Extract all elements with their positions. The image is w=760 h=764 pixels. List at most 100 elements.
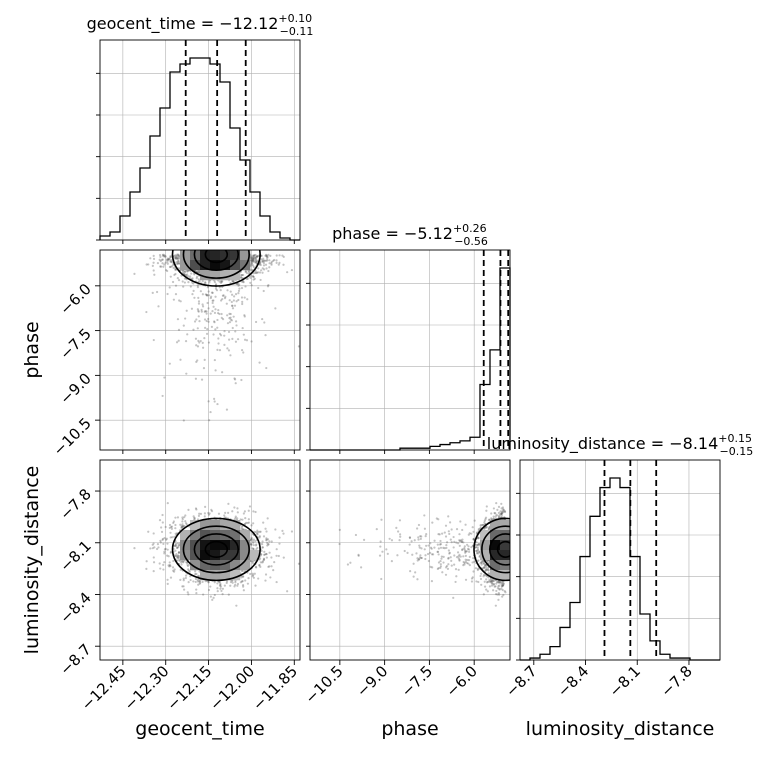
sample-point — [241, 300, 244, 303]
histogram-frame-phase — [309, 249, 511, 451]
sample-point — [418, 558, 421, 561]
sample-point — [200, 310, 203, 313]
sample-point — [186, 270, 189, 273]
sample-point — [196, 359, 199, 362]
y-tick-label-phase: −9.0 — [56, 369, 94, 407]
sample-point — [219, 334, 223, 337]
sample-point — [260, 553, 263, 556]
sample-point — [463, 545, 466, 548]
x-axis-label-luminosity_distance: luminosity_distance — [526, 718, 715, 740]
sample-point — [479, 561, 482, 565]
sample-point — [444, 524, 448, 527]
sample-point — [436, 567, 439, 571]
sample-point — [487, 527, 490, 531]
sample-point — [221, 317, 225, 321]
sample-point — [290, 268, 294, 272]
sample-point — [231, 510, 234, 513]
sample-point — [257, 267, 260, 270]
sample-point — [253, 277, 256, 280]
sample-point — [265, 530, 268, 533]
contour-level-0 — [204, 540, 229, 558]
sample-point — [461, 548, 464, 551]
sample-point — [253, 254, 256, 257]
density-cell — [220, 560, 231, 571]
sample-point — [484, 564, 487, 568]
contour-level-3 — [473, 517, 510, 582]
sample-point — [490, 584, 494, 587]
sample-point — [249, 276, 252, 280]
sample-point — [262, 261, 266, 265]
sample-point — [197, 271, 200, 274]
sample-point — [268, 266, 271, 269]
sample-point — [169, 551, 172, 554]
x-axis-label-geocent_time: geocent_time — [135, 718, 264, 740]
sample-point — [436, 550, 439, 553]
sample-point — [197, 278, 200, 281]
sample-point — [227, 502, 230, 505]
sample-point — [242, 333, 245, 336]
sample-point — [490, 581, 494, 585]
sample-point — [199, 581, 202, 584]
sample-point — [240, 286, 244, 290]
sample-point — [182, 560, 185, 563]
sample-point — [165, 537, 168, 540]
sample-point — [218, 584, 222, 587]
sample-point — [494, 515, 497, 518]
sample-point — [207, 580, 210, 583]
sample-point — [194, 572, 197, 576]
x-tick-label-phase: −10.5 — [301, 662, 346, 707]
sample-point — [223, 516, 226, 519]
sample-point — [430, 553, 434, 556]
sample-point — [234, 382, 237, 385]
sample-point — [177, 253, 180, 256]
density-cell — [200, 270, 211, 281]
sample-point — [500, 512, 503, 515]
sample-point — [244, 270, 247, 273]
sample-point — [256, 529, 259, 532]
density-cell — [190, 260, 201, 271]
sample-point — [259, 261, 262, 264]
sample-point — [437, 547, 440, 550]
sample-point — [250, 259, 253, 262]
sample-point — [209, 312, 212, 315]
sample-point — [247, 270, 251, 273]
sample-point — [502, 582, 505, 585]
sample-point — [182, 324, 185, 327]
sample-point — [165, 268, 168, 272]
sample-point — [186, 333, 189, 336]
sample-point — [231, 337, 234, 340]
sample-point — [477, 552, 480, 555]
sample-point — [226, 314, 229, 317]
sample-point — [244, 579, 247, 582]
sample-point — [398, 519, 402, 522]
sample-point — [379, 540, 382, 543]
sample-point — [186, 270, 190, 273]
sample-point — [267, 543, 270, 546]
sample-point — [225, 408, 229, 411]
x-tick-label-geocent_time: −12.45 — [78, 662, 130, 714]
sample-point — [260, 254, 263, 257]
x-tick-label-phase: −9.0 — [353, 662, 391, 700]
sample-point — [177, 550, 181, 554]
sample-point — [182, 579, 185, 582]
sample-point — [180, 563, 183, 566]
density-cell — [230, 530, 241, 541]
sample-point — [228, 338, 231, 341]
sample-point — [252, 258, 255, 261]
sample-point — [171, 280, 175, 284]
sample-point — [462, 560, 465, 564]
sample-point — [207, 294, 211, 297]
density-cell — [210, 550, 221, 561]
sample-point — [197, 339, 200, 342]
sample-point — [262, 557, 266, 560]
sample-point — [457, 557, 460, 560]
sample-point — [168, 258, 171, 261]
density-cell — [190, 520, 201, 531]
sample-point — [133, 272, 136, 275]
sample-point — [177, 261, 180, 264]
sample-point — [170, 527, 174, 530]
sample-point — [426, 552, 430, 556]
density-cell — [480, 540, 491, 551]
sample-point — [275, 554, 278, 557]
sample-point — [254, 565, 257, 568]
